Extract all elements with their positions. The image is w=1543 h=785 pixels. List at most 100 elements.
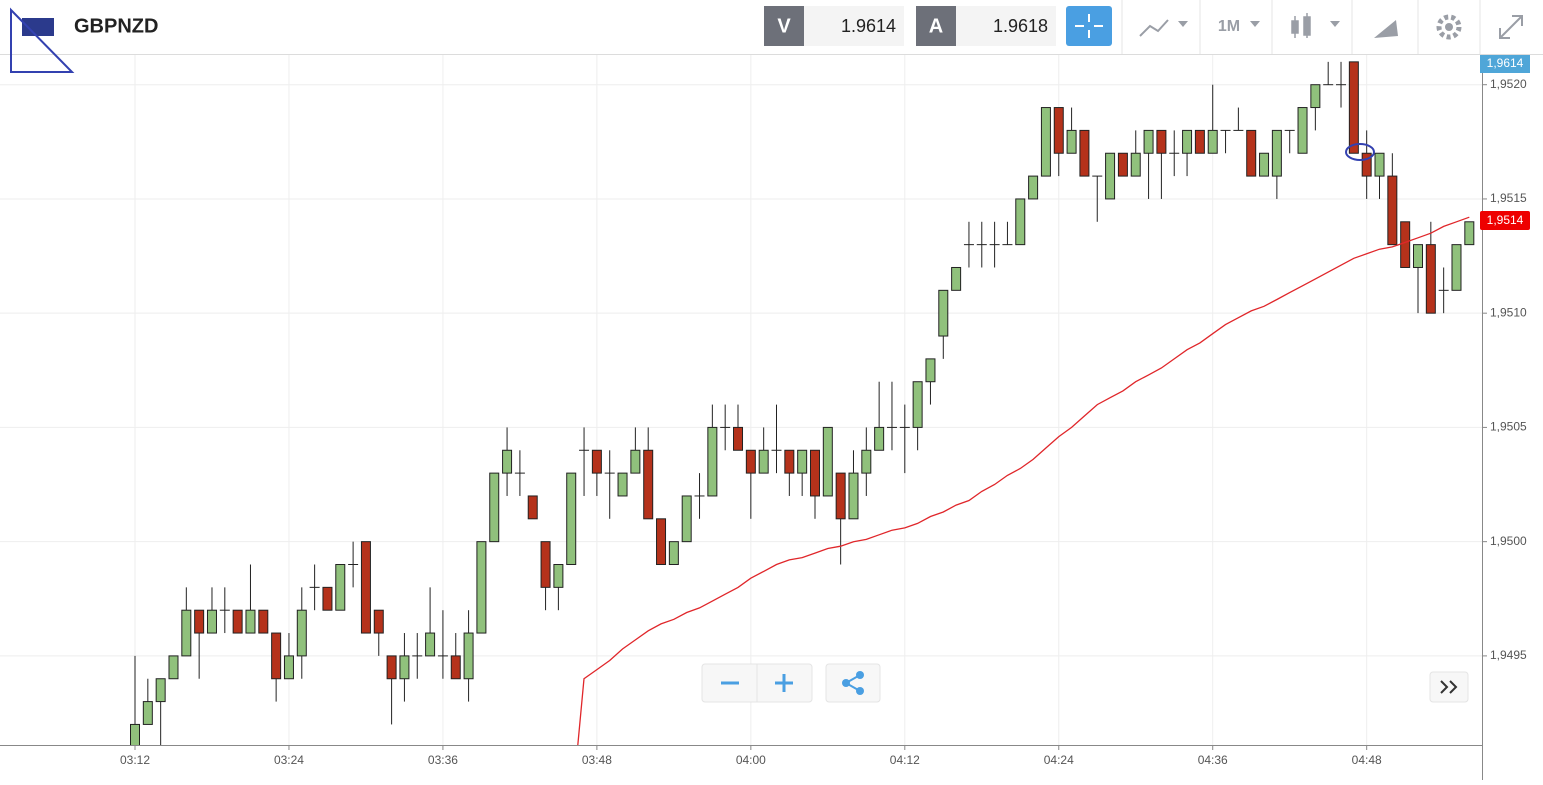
timeframe[interactable]: 1M: [1218, 18, 1240, 35]
candle-body: [283, 655, 294, 680]
settings-icon-center: [1445, 23, 1453, 31]
candle-body: [1105, 152, 1116, 200]
candle-body: [874, 426, 885, 451]
draw-icon[interactable]: [1374, 20, 1398, 38]
candle-body: [1117, 152, 1128, 177]
scroll-right-button[interactable]: [1429, 671, 1469, 703]
chart-type-icon[interactable]: [1139, 19, 1169, 37]
candle-body: [527, 495, 538, 520]
buy-price-box[interactable]: [956, 6, 1056, 46]
candle-body: [540, 541, 551, 588]
candle-body: [643, 449, 654, 520]
candle-body: [1156, 129, 1167, 154]
ma-price-tag: [1480, 211, 1530, 230]
candle-body: [1246, 129, 1257, 177]
candle-body: [758, 449, 769, 474]
candle-body: [1066, 129, 1077, 154]
candle-body: [271, 632, 282, 680]
candle-body: [1348, 61, 1359, 154]
candle-body: [617, 472, 628, 497]
candle-body: [1015, 198, 1026, 246]
candle-body: [822, 426, 833, 497]
candle-body: [1400, 221, 1411, 268]
candle-body: [1040, 107, 1051, 177]
candle-body: [861, 449, 872, 474]
grid: [0, 55, 1482, 745]
sell-price: 1.9614: [841, 16, 896, 36]
candle-body: [951, 266, 962, 291]
corner-drawing: [10, 7, 75, 73]
share-button[interactable]: [825, 663, 881, 703]
dropdown-arrow: [1330, 21, 1340, 27]
candle-body: [733, 426, 744, 451]
y-tick-label: 1,9495: [1490, 648, 1527, 662]
ma-price-label: 1,9514: [1487, 213, 1524, 227]
candle-body: [232, 609, 243, 634]
x-tick-label: 04:48: [1352, 753, 1382, 767]
sell-price-box[interactable]: [804, 6, 904, 46]
candle-body: [809, 449, 820, 497]
candle-body: [848, 472, 859, 520]
candle-body: [258, 609, 269, 634]
candle-body: [938, 289, 949, 337]
candle-body: [1451, 244, 1462, 291]
y-tick-label: 1,9515: [1490, 191, 1527, 205]
candle-body: [450, 655, 461, 680]
share-dot: [856, 687, 864, 695]
scroll-right-icon: [1440, 680, 1458, 694]
candle-body: [155, 678, 166, 703]
candle-body: [591, 449, 602, 474]
candle-body: [681, 495, 692, 543]
candle-body: [206, 609, 217, 634]
candle-body: [553, 564, 564, 588]
buy-button[interactable]: [916, 6, 956, 46]
candle-body: [707, 426, 718, 497]
crosshair-button[interactable]: [1066, 6, 1112, 46]
dropdown-arrow: [1250, 21, 1260, 27]
candle-body: [360, 541, 371, 634]
candle-body: [1028, 175, 1039, 200]
x-tick-label: 04:36: [1198, 753, 1228, 767]
candle-body: [1143, 129, 1154, 154]
symbol: GBPNZD: [74, 15, 158, 37]
candle-body: [489, 472, 500, 543]
candle-body: [1297, 107, 1308, 154]
y-tick-label: 1,9500: [1490, 534, 1527, 548]
candle-body: [1361, 152, 1372, 177]
candle-body: [130, 723, 140, 745]
candle-body: [1413, 244, 1423, 268]
x-tick-label: 03:36: [428, 753, 458, 767]
sell-button[interactable]: [764, 6, 804, 46]
candle-body: [912, 381, 923, 428]
candle-body: [1194, 129, 1205, 154]
candle-body: [925, 358, 936, 383]
candle-body: [797, 449, 808, 474]
x-tick-label: 03:24: [274, 753, 304, 767]
annotation-ellipse: [1345, 143, 1375, 161]
candle-body: [1053, 107, 1064, 154]
bid-price-tag: [1480, 55, 1530, 73]
candle-icon[interactable]: [1291, 13, 1311, 38]
candle-body: [656, 518, 667, 566]
candle-body: [1374, 152, 1385, 177]
share-dot: [842, 679, 850, 687]
axis-labels: 1,9495 1,9500 1,9505 1,9510 1,9515 1,9520 03:1…: [120, 77, 1527, 767]
x-tick-label: 03:48: [582, 753, 612, 767]
candle-body: [566, 472, 577, 566]
candle-body: [399, 655, 410, 680]
candle-body: [784, 449, 795, 474]
zoom-in-button[interactable]: [775, 674, 793, 692]
settings-icon[interactable]: [1436, 14, 1462, 40]
candle-body: [630, 449, 641, 474]
buy-price: 1.9618: [993, 16, 1048, 36]
bid-price-label: 1,9614: [1487, 56, 1524, 70]
sell-label: V: [777, 15, 791, 37]
moving-average: [577, 216, 1470, 745]
candle-body: [142, 701, 153, 725]
candle-body: [194, 609, 205, 634]
candle-body: [181, 609, 192, 657]
candle-body: [373, 609, 384, 634]
fullscreen-icon[interactable]: [1499, 15, 1523, 39]
candle-body: [1464, 221, 1475, 246]
